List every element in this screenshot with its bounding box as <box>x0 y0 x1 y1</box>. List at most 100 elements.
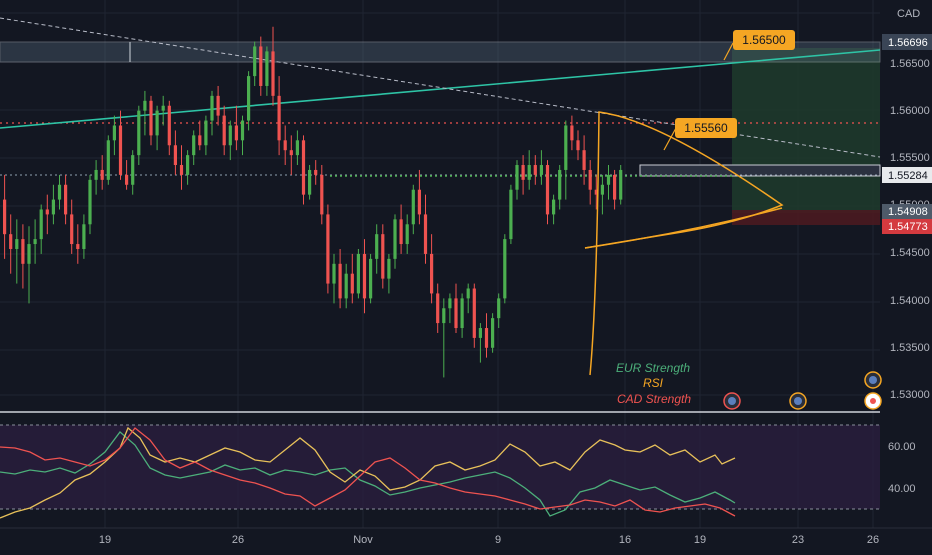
candle-up <box>509 189 513 240</box>
candle-up <box>478 328 482 338</box>
price-axis-tick: 1.54500 <box>890 247 930 259</box>
candle-up <box>265 51 269 86</box>
candle-down <box>454 298 458 329</box>
candle-down <box>417 189 421 215</box>
callout-1-box[interactable] <box>733 30 795 50</box>
eur-event-icon[interactable] <box>789 392 807 410</box>
candle-up <box>332 263 336 284</box>
callout-2-box[interactable] <box>675 118 737 138</box>
candle-down <box>338 263 342 299</box>
price-label-gray-text: 1.56696 <box>888 37 928 49</box>
candle-down <box>76 244 80 249</box>
candle-up <box>497 298 501 319</box>
rsi-axis[interactable]: 60.00 40.00 <box>888 441 916 495</box>
candle-down <box>45 209 49 215</box>
candle-down <box>179 165 184 175</box>
candle-up <box>539 165 543 175</box>
candles <box>3 26 623 378</box>
candle-up <box>106 140 110 180</box>
candle-down <box>3 199 7 235</box>
candle-down <box>381 234 385 279</box>
callout-1-label: 1.56500 <box>742 33 786 47</box>
candle-down <box>588 169 592 190</box>
candle-down <box>362 253 367 299</box>
candle-up <box>460 298 464 329</box>
candle-up <box>405 224 409 245</box>
candle-up <box>466 288 470 299</box>
callout-2-label: 1.55560 <box>684 121 728 135</box>
candle-up <box>15 239 19 249</box>
candle-down <box>545 165 550 215</box>
teal-trendline <box>0 49 881 129</box>
candle-up <box>558 169 562 200</box>
candle-down <box>21 239 25 264</box>
candle-up <box>94 169 98 180</box>
candle-down <box>173 145 177 166</box>
candle-up <box>210 95 214 121</box>
time-axis-tick: 19 <box>694 534 706 546</box>
stop-loss-zone <box>732 210 880 225</box>
candle-up <box>564 125 568 170</box>
candle-up <box>442 308 446 324</box>
candle-up <box>88 179 92 225</box>
time-axis-tick: 9 <box>495 534 501 546</box>
candle-down <box>430 253 434 294</box>
cad-strength-line <box>0 427 736 517</box>
candle-up <box>448 298 452 309</box>
candle-down <box>320 174 324 215</box>
candle-up <box>137 110 141 156</box>
candle-up <box>411 189 415 225</box>
rsi-axis-tick: 60.00 <box>888 441 916 453</box>
rsi-axis-tick: 40.00 <box>888 483 916 495</box>
candle-down <box>423 214 428 254</box>
candle-up <box>27 244 31 264</box>
candle-up <box>606 174 611 185</box>
price-axis-tick: 1.53500 <box>890 342 930 354</box>
rsi-line <box>0 426 736 519</box>
eur-event-icon[interactable] <box>723 392 741 410</box>
candle-down <box>289 150 293 156</box>
candle-up <box>491 318 495 348</box>
candle-down <box>125 174 129 185</box>
candle-down <box>64 184 68 215</box>
time-axis-tick: 16 <box>619 534 631 546</box>
candle-up <box>228 125 232 146</box>
time-axis[interactable]: 19 26 Nov 9 16 19 23 26 <box>99 534 879 546</box>
price-label-slate-text: 1.54908 <box>888 206 928 218</box>
candle-up <box>33 239 37 245</box>
triangle-lower-edge <box>584 207 783 249</box>
candle-down <box>198 135 202 146</box>
time-axis-tick: 26 <box>867 534 879 546</box>
candle-up <box>143 100 147 111</box>
candle-up <box>240 120 245 141</box>
candle-down <box>301 140 306 195</box>
price-axis-tick: 1.54000 <box>890 295 930 307</box>
candle-up <box>57 184 62 200</box>
candle-up <box>369 258 373 299</box>
candle-down <box>472 288 476 338</box>
callout-1-pointer <box>723 42 734 61</box>
candle-up <box>186 155 190 175</box>
candle-down <box>613 174 617 200</box>
candle-down <box>149 100 153 136</box>
candle-down <box>484 328 489 348</box>
price-axis-currency: CAD <box>897 8 920 20</box>
candle-down <box>70 214 74 245</box>
eur-event-icon[interactable] <box>864 371 882 389</box>
candle-down <box>436 293 440 324</box>
time-axis-tick: 23 <box>792 534 804 546</box>
price-axis[interactable]: CAD 1.56500 1.56000 1.55500 1.55000 1.54… <box>882 8 932 401</box>
candle-down <box>259 46 263 86</box>
price-label-current-text: 1.55284 <box>888 170 928 182</box>
candle-down <box>216 95 220 116</box>
price-label-gray <box>882 34 932 50</box>
candle-up <box>155 110 159 136</box>
candle-down <box>271 51 275 96</box>
candle-down <box>283 140 287 151</box>
price-label-slate <box>882 204 932 219</box>
canada-flag-icon[interactable] <box>864 392 882 410</box>
candle-down <box>277 95 281 141</box>
candle-down <box>100 169 104 180</box>
candle-up <box>161 105 165 111</box>
candle-down <box>594 189 598 195</box>
